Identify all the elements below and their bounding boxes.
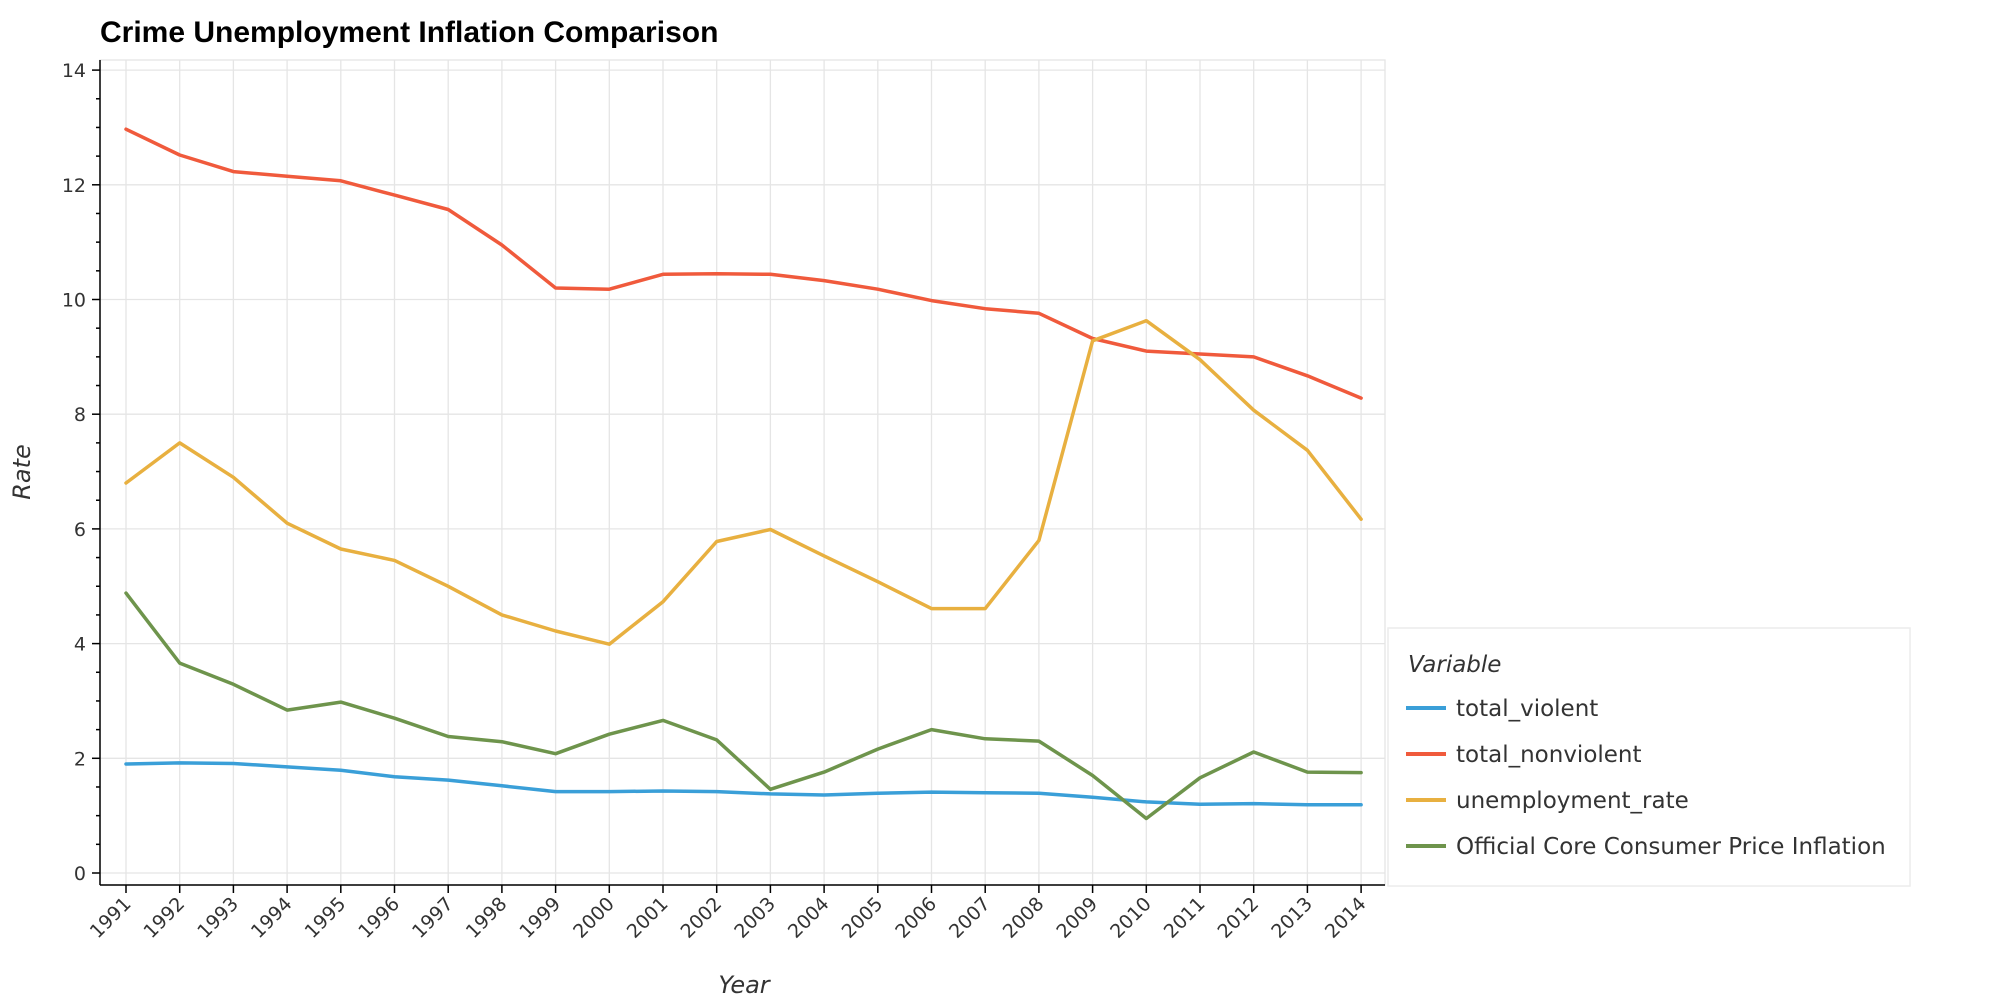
y-tick-label: 12 (62, 175, 86, 197)
chart-title: Crime Unemployment Inflation Comparison (100, 16, 718, 49)
x-tick-label: 2000 (569, 893, 619, 943)
x-tick-label: 1997 (408, 893, 458, 943)
x-tick-label: 2006 (891, 893, 941, 943)
x-tick-label: 1998 (462, 893, 512, 943)
x-tick-label: 1999 (515, 893, 565, 943)
y-tick-label: 8 (74, 404, 86, 426)
x-tick-label: 2012 (1213, 893, 1263, 943)
x-axis-label: Year (718, 971, 771, 999)
legend-title: Variable (1408, 652, 1501, 678)
y-tick-label: 4 (74, 634, 86, 656)
legend-label: total_nonviolent (1456, 742, 1642, 768)
legend-items: total_violent total_nonviolent unemploymen… (1406, 696, 1886, 860)
legend-label: Official Core Consumer Price Inflation (1456, 834, 1886, 860)
x-tick-label: 1992 (139, 893, 189, 943)
series-line-unemployment-rate (124, 318, 1363, 646)
x-tick-label: 2004 (784, 893, 834, 943)
x-tick-label: 1991 (86, 893, 136, 943)
x-tick-label: 2007 (945, 893, 995, 943)
grid (99, 59, 1386, 886)
series-lines (124, 127, 1363, 821)
x-tick-label: 2010 (1106, 893, 1156, 943)
x-tick-label: 2009 (1052, 893, 1102, 943)
x-tick-label: 2001 (623, 893, 673, 943)
y-tick-label: 2 (74, 748, 86, 770)
y-tick-label: 0 (74, 863, 86, 885)
x-tick-label: 2008 (999, 893, 1049, 943)
x-tick-label: 1993 (193, 893, 243, 943)
legend-label: unemployment_rate (1456, 788, 1689, 814)
series-line-total-violent (124, 761, 1363, 807)
x-tick-label: 2011 (1160, 893, 1210, 943)
x-tick-label: 1994 (247, 893, 297, 943)
y-tick-label: 10 (62, 290, 86, 312)
y-axis-label: Rate (8, 444, 36, 500)
plot-frame (99, 59, 1386, 886)
x-tick-label: 1996 (354, 893, 404, 943)
y-tick-label: 14 (62, 60, 86, 82)
legend-box (1387, 627, 1911, 887)
x-tick-label: 2003 (730, 893, 780, 943)
legend: Variable total_violent total_nonviolentun… (1387, 627, 1911, 887)
series-line-official-core-consumer-price-inflation (124, 591, 1363, 821)
x-tick-label: 1995 (301, 893, 351, 943)
series-line-total-nonviolent (124, 127, 1363, 400)
x-tick-label: 2013 (1267, 893, 1317, 943)
legend-label: total_violent (1456, 696, 1598, 722)
x-tick-label: 2002 (676, 893, 726, 943)
x-tick-label: 2014 (1321, 893, 1371, 943)
y-tick-label: 6 (74, 519, 86, 541)
x-tick-label: 2005 (838, 893, 888, 943)
